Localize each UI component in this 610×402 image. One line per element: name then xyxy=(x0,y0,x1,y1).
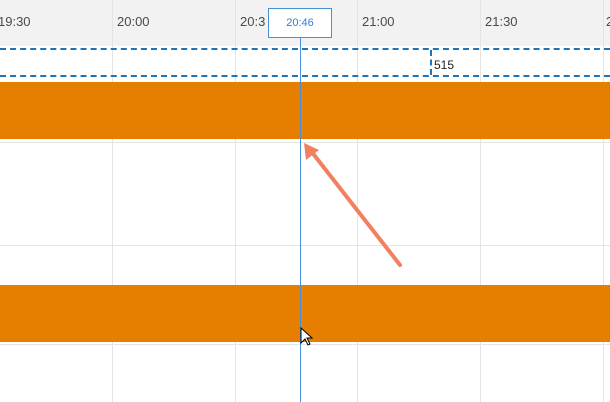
tick-label: 20:00 xyxy=(117,14,150,29)
marker-row[interactable]: 515 xyxy=(0,48,610,77)
tick-label: 2 xyxy=(606,14,610,29)
tick-label: 19:30 xyxy=(0,14,31,29)
marker-tick[interactable] xyxy=(430,50,432,75)
gantt-bar[interactable] xyxy=(0,82,610,139)
gridline xyxy=(235,0,236,402)
annotation-arrow-icon xyxy=(304,143,402,267)
gridline xyxy=(603,0,604,402)
gridline xyxy=(112,0,113,402)
current-time-line[interactable] xyxy=(300,38,301,402)
row-divider xyxy=(0,142,610,143)
gridline xyxy=(357,0,358,402)
tick-label: 21:00 xyxy=(362,14,395,29)
marker-value: 515 xyxy=(434,58,455,72)
gridline xyxy=(480,0,481,402)
row-divider xyxy=(0,245,610,246)
tick-label: 20:3 xyxy=(240,14,266,29)
mouse-pointer-icon xyxy=(300,326,314,346)
current-time-badge[interactable]: 20:46 xyxy=(268,8,332,38)
tick-label: 21:30 xyxy=(485,14,518,29)
row-divider xyxy=(0,344,610,345)
